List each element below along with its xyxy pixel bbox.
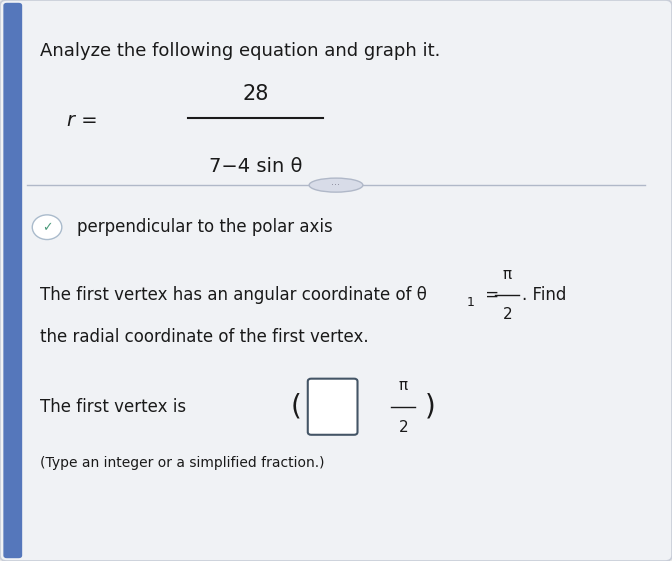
FancyBboxPatch shape [308,379,358,435]
Text: ✓: ✓ [42,220,52,234]
Circle shape [32,215,62,240]
Text: The first vertex is: The first vertex is [40,398,186,416]
Text: (: ( [290,393,301,421]
Text: ···: ··· [331,180,341,190]
Text: ): ) [425,393,435,421]
Text: π: π [398,378,408,393]
Text: 2: 2 [398,420,408,435]
Ellipse shape [309,178,363,192]
Text: 1: 1 [467,296,475,310]
Text: =: = [480,286,505,304]
Text: (Type an integer or a simplified fraction.): (Type an integer or a simplified fractio… [40,456,325,470]
Text: 7−4 sin θ: 7−4 sin θ [208,157,302,176]
Text: Analyze the following equation and graph it.: Analyze the following equation and graph… [40,42,441,60]
FancyBboxPatch shape [3,3,22,558]
Text: the radial coordinate of the first vertex.: the radial coordinate of the first verte… [40,328,369,346]
Text: . Find: . Find [522,286,566,304]
Text: r =: r = [67,111,98,130]
Text: π: π [503,267,512,282]
Text: perpendicular to the polar axis: perpendicular to the polar axis [77,218,333,236]
Text: 28: 28 [242,84,269,104]
Text: 2: 2 [503,307,512,322]
Text: The first vertex has an angular coordinate of θ: The first vertex has an angular coordina… [40,286,427,304]
